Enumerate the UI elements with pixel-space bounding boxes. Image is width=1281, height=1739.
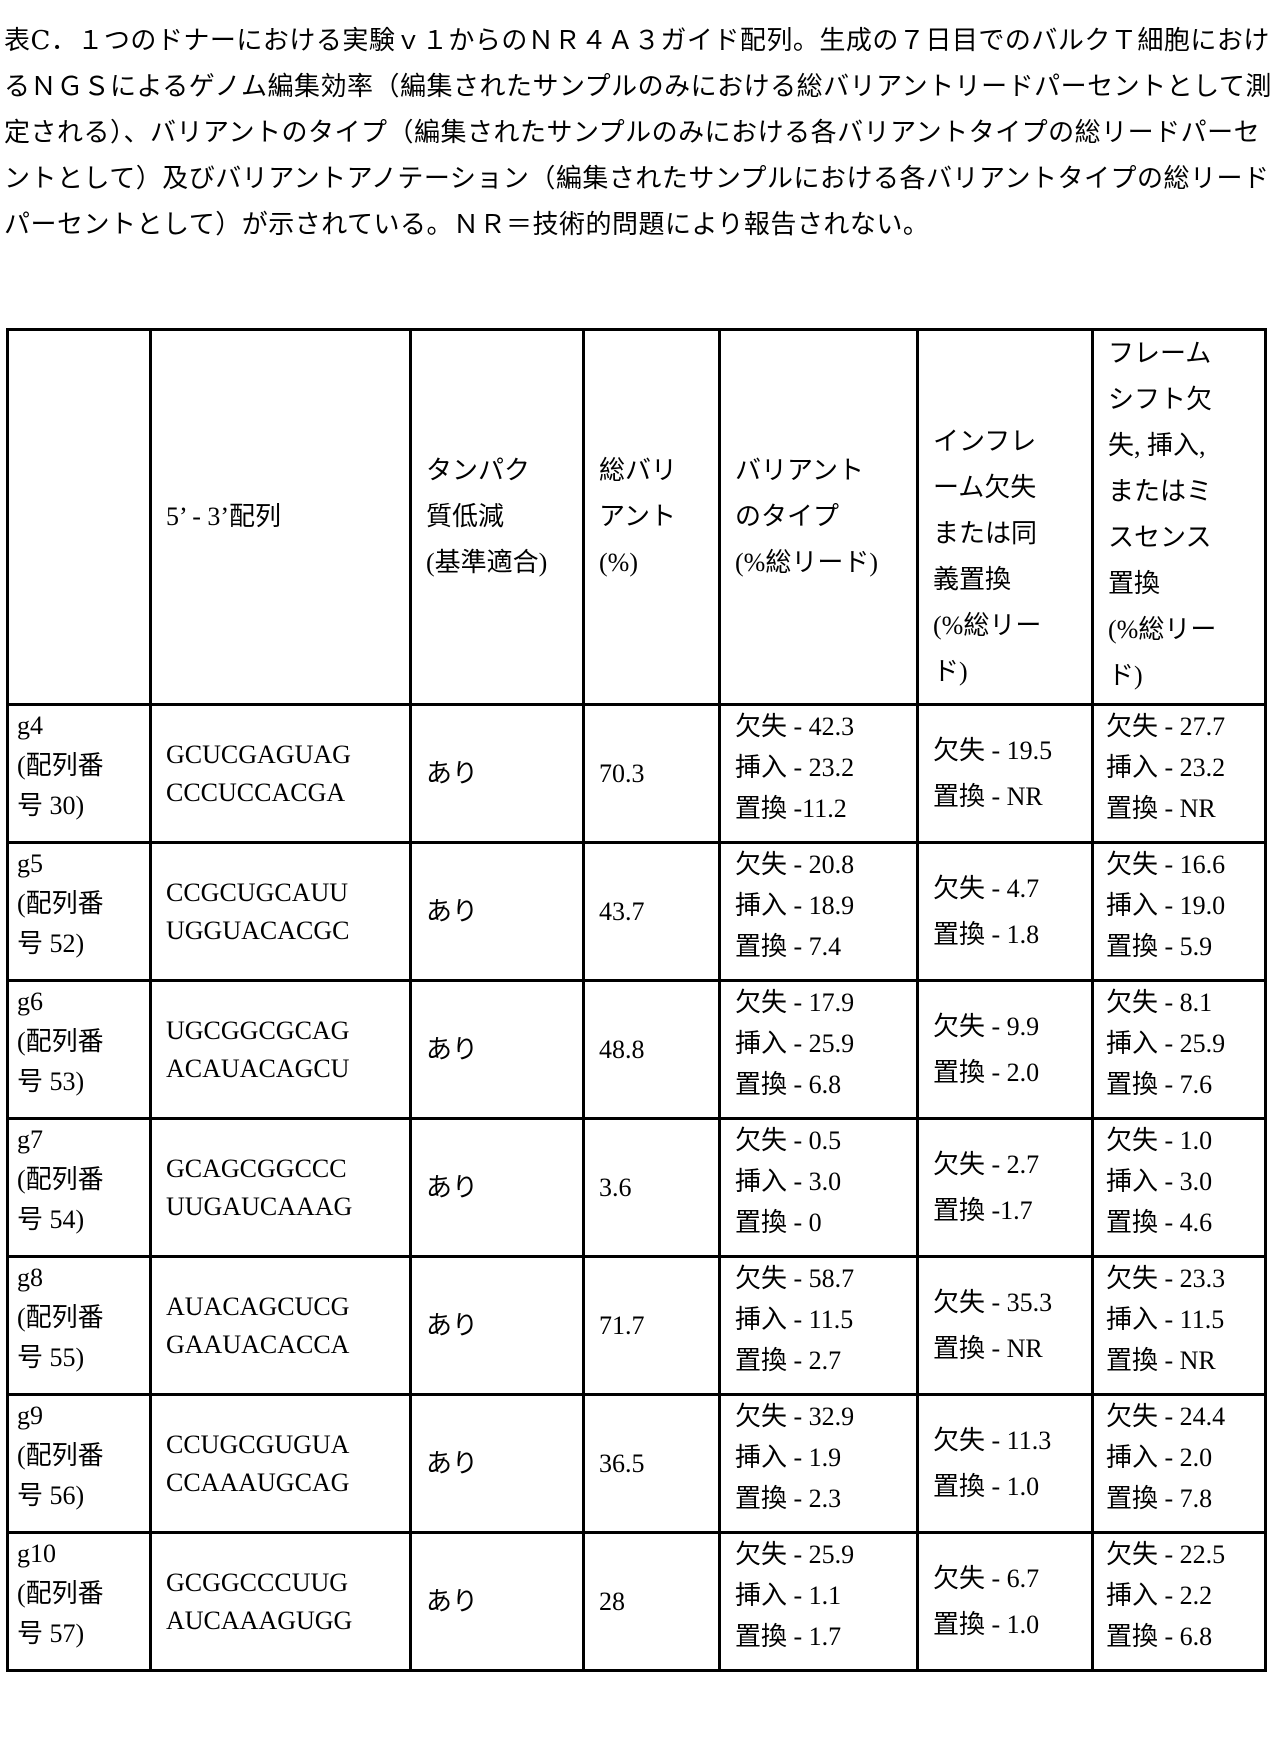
total-variant-cell: 71.7 — [584, 1257, 720, 1395]
inframe-cell: 欠失 - 4.7 置換 - 1.8 — [918, 843, 1093, 981]
frameshift-cell: 欠失 - 24.4 挿入 - 2.0 置換 - 7.8 — [1093, 1395, 1266, 1533]
inframe-cell: 欠失 - 6.7 置換 - 1.0 — [918, 1533, 1093, 1671]
header-guide — [8, 330, 151, 705]
frameshift-cell: 欠失 - 1.0 挿入 - 3.0 置換 - 4.6 — [1093, 1119, 1266, 1257]
sequence-cell: AUACAGCUCG GAAUACACCA — [151, 1257, 411, 1395]
protein-reduction-cell: あり — [411, 1533, 584, 1671]
total-variant-cell: 48.8 — [584, 981, 720, 1119]
protein-reduction-cell: あり — [411, 1119, 584, 1257]
header-protein-reduction: タンパク 質低減 (基準適合) — [411, 330, 584, 705]
frameshift-cell: 欠失 - 8.1 挿入 - 25.9 置換 - 7.6 — [1093, 981, 1266, 1119]
protein-reduction-cell: あり — [411, 981, 584, 1119]
table-row: g9 (配列番 号 56)CCUGCGUGUA CCAAAUGCAGあり36.5… — [8, 1395, 1266, 1533]
header-inframe: インフレ ーム欠失 または同 義置換 (%総リー ド) — [918, 330, 1093, 705]
sequence-cell: CCUGCGUGUA CCAAAUGCAG — [151, 1395, 411, 1533]
guide-cell: g7 (配列番 号 54) — [8, 1119, 151, 1257]
table-row: g5 (配列番 号 52)CCGCUGCAUU UGGUACACGCあり43.7… — [8, 843, 1266, 981]
guide-cell: g9 (配列番 号 56) — [8, 1395, 151, 1533]
inframe-cell: 欠失 - 11.3 置換 - 1.0 — [918, 1395, 1093, 1533]
header-variant-type: バリアント のタイプ (%総リード) — [720, 330, 918, 705]
header-total-variant: 総バリ アント (%) — [584, 330, 720, 705]
variant-type-cell: 欠失 - 42.3 挿入 - 23.2 置換 -11.2 — [720, 705, 918, 843]
sequence-cell: CCGCUGCAUU UGGUACACGC — [151, 843, 411, 981]
guide-sequence-table: 5’ - 3’配列 タンパク 質低減 (基準適合) 総バリ アント (%) バリ… — [6, 328, 1267, 1672]
frameshift-cell: 欠失 - 22.5 挿入 - 2.2 置換 - 6.8 — [1093, 1533, 1266, 1671]
table-row: g8 (配列番 号 55)AUACAGCUCG GAAUACACCAあり71.7… — [8, 1257, 1266, 1395]
header-frameshift: フレーム シフト欠 失, 挿入, またはミ スセンス 置換 (%総リー ド) — [1093, 330, 1266, 705]
frameshift-cell: 欠失 - 23.3 挿入 - 11.5 置換 - NR — [1093, 1257, 1266, 1395]
inframe-cell: 欠失 - 9.9 置換 - 2.0 — [918, 981, 1093, 1119]
variant-type-cell: 欠失 - 58.7 挿入 - 11.5 置換 - 2.7 — [720, 1257, 918, 1395]
protein-reduction-cell: あり — [411, 843, 584, 981]
frameshift-cell: 欠失 - 27.7 挿入 - 23.2 置換 - NR — [1093, 705, 1266, 843]
table-row: g10 (配列番 号 57)GCGGCCCUUG AUCAAAGUGGあり28欠… — [8, 1533, 1266, 1671]
protein-reduction-cell: あり — [411, 1257, 584, 1395]
table-row: g7 (配列番 号 54)GCAGCGGCCC UUGAUCAAAGあり3.6欠… — [8, 1119, 1266, 1257]
guide-cell: g5 (配列番 号 52) — [8, 843, 151, 981]
sequence-cell: UGCGGCGCAG ACAUACAGCU — [151, 981, 411, 1119]
sequence-cell: GCAGCGGCCC UUGAUCAAAG — [151, 1119, 411, 1257]
protein-reduction-cell: あり — [411, 705, 584, 843]
table-row: g6 (配列番 号 53)UGCGGCGCAG ACAUACAGCUあり48.8… — [8, 981, 1266, 1119]
total-variant-cell: 36.5 — [584, 1395, 720, 1533]
total-variant-cell: 3.6 — [584, 1119, 720, 1257]
inframe-cell: 欠失 - 2.7 置換 -1.7 — [918, 1119, 1093, 1257]
variant-type-cell: 欠失 - 32.9 挿入 - 1.9 置換 - 2.3 — [720, 1395, 918, 1533]
total-variant-cell: 28 — [584, 1533, 720, 1671]
table-row: g4 (配列番 号 30)GCUCGAGUAG CCCUCCACGAあり70.3… — [8, 705, 1266, 843]
frameshift-cell: 欠失 - 16.6 挿入 - 19.0 置換 - 5.9 — [1093, 843, 1266, 981]
variant-type-cell: 欠失 - 20.8 挿入 - 18.9 置換 - 7.4 — [720, 843, 918, 981]
guide-cell: g6 (配列番 号 53) — [8, 981, 151, 1119]
protein-reduction-cell: あり — [411, 1395, 584, 1533]
total-variant-cell: 43.7 — [584, 843, 720, 981]
header-sequence: 5’ - 3’配列 — [151, 330, 411, 705]
inframe-cell: 欠失 - 19.5 置換 - NR — [918, 705, 1093, 843]
guide-cell: g10 (配列番 号 57) — [8, 1533, 151, 1671]
variant-type-cell: 欠失 - 25.9 挿入 - 1.1 置換 - 1.7 — [720, 1533, 918, 1671]
variant-type-cell: 欠失 - 17.9 挿入 - 25.9 置換 - 6.8 — [720, 981, 918, 1119]
sequence-cell: GCUCGAGUAG CCCUCCACGA — [151, 705, 411, 843]
guide-cell: g4 (配列番 号 30) — [8, 705, 151, 843]
inframe-cell: 欠失 - 35.3 置換 - NR — [918, 1257, 1093, 1395]
guide-cell: g8 (配列番 号 55) — [8, 1257, 151, 1395]
table-caption: 表C．１つのドナーにおける実験ｖ１からのＮＲ４Ａ３ガイド配列。生成の７日目でのバ… — [4, 18, 1279, 248]
header-row: 5’ - 3’配列 タンパク 質低減 (基準適合) 総バリ アント (%) バリ… — [8, 330, 1266, 705]
variant-type-cell: 欠失 - 0.5 挿入 - 3.0 置換 - 0 — [720, 1119, 918, 1257]
sequence-cell: GCGGCCCUUG AUCAAAGUGG — [151, 1533, 411, 1671]
total-variant-cell: 70.3 — [584, 705, 720, 843]
